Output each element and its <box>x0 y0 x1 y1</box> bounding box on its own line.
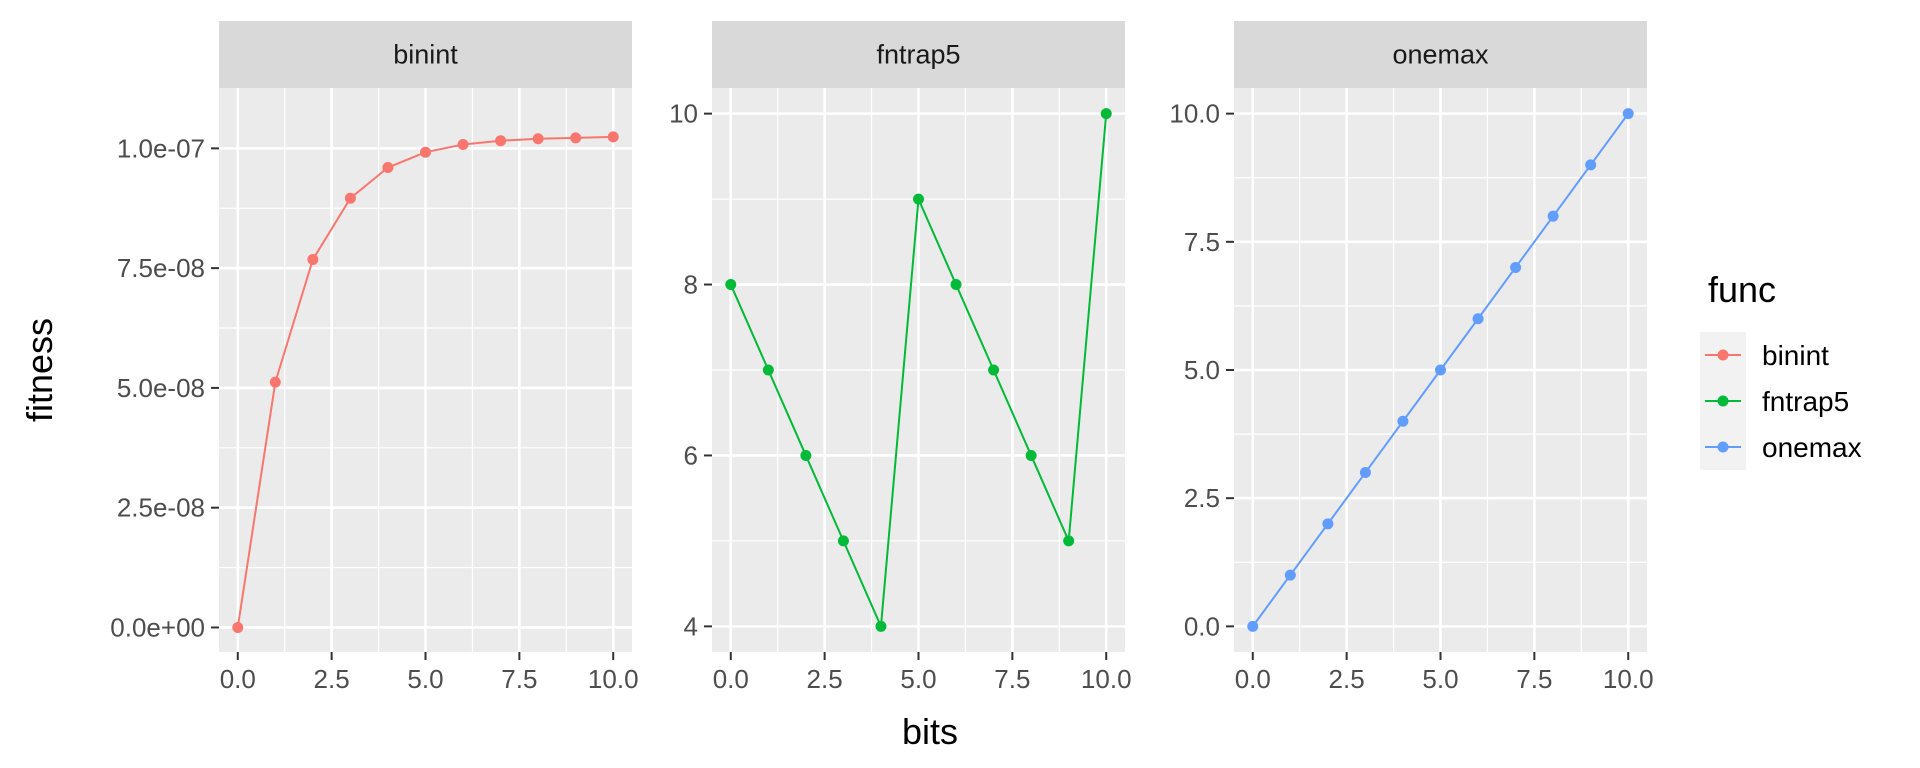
legend-label-onemax: onemax <box>1762 432 1862 463</box>
data-point-fntrap5 <box>1025 449 1037 461</box>
y-tick-label: 0.0e+00 <box>110 612 205 642</box>
data-point-binint <box>344 192 356 204</box>
legend-label-fntrap5: fntrap5 <box>1762 386 1849 417</box>
data-point-binint <box>570 132 582 144</box>
data-point-binint <box>607 131 619 143</box>
panel-onemax: onemax 0.0 2.5 5.0 7.5 10.0 0.0 2.5 5.0 7.5 10.0 <box>1169 21 1654 694</box>
data-point-fntrap5 <box>837 535 849 547</box>
y-tick-label: 10 <box>669 99 698 129</box>
data-point-fntrap5 <box>725 279 737 291</box>
facet-strip-label: binint <box>393 40 458 70</box>
x-tick-label: 7.5 <box>994 664 1030 694</box>
data-point-fntrap5 <box>800 449 812 461</box>
data-point-onemax <box>1322 518 1334 530</box>
panel-fntrap5: fntrap5 0.0 2.5 5.0 7.5 10.0 4 6 8 10 <box>669 21 1132 694</box>
legend-key-point <box>1717 441 1729 453</box>
y-tick-label: 5.0 <box>1184 355 1220 385</box>
data-point-binint <box>495 135 507 147</box>
data-point-fntrap5 <box>913 193 924 205</box>
data-point-binint <box>307 254 319 266</box>
data-point-binint <box>532 133 544 145</box>
legend-label-binint: binint <box>1762 340 1829 371</box>
panels: binint 0.0 2.5 5.0 7.5 10.0 0.0e+00 2.5e-08 5.0e… <box>110 21 1654 694</box>
data-point-binint <box>382 162 394 174</box>
x-tick-label: 2.5 <box>314 664 350 694</box>
data-point-fntrap5 <box>875 620 887 632</box>
data-point-fntrap5 <box>1100 108 1112 120</box>
data-point-onemax <box>1472 313 1484 325</box>
x-tick-label: 2.5 <box>807 664 843 694</box>
data-point-fntrap5 <box>988 364 1000 376</box>
data-point-onemax <box>1397 415 1409 427</box>
data-point-fntrap5 <box>1063 535 1075 547</box>
data-point-onemax <box>1247 620 1259 632</box>
facet-strip <box>219 21 632 88</box>
facet-strip-label: fntrap5 <box>876 40 960 70</box>
facet-strip <box>712 21 1125 88</box>
legend-title: func <box>1708 269 1776 310</box>
data-point-onemax <box>1585 159 1597 171</box>
data-point-onemax <box>1359 467 1371 479</box>
x-tick-label: 0.0 <box>220 664 256 694</box>
data-point-binint <box>269 376 281 388</box>
x-tick-label: 2.5 <box>1329 664 1365 694</box>
x-axis-title: bits <box>902 711 958 752</box>
data-point-onemax <box>1622 108 1634 120</box>
x-tick-label: 5.0 <box>900 664 936 694</box>
x-tick-label: 0.0 <box>713 664 749 694</box>
legend: func binint fntrap5 onemax <box>1700 269 1862 470</box>
data-point-binint <box>232 621 244 633</box>
y-tick-label: 7.5 <box>1184 227 1220 257</box>
x-tick-label: 10.0 <box>1081 664 1132 694</box>
data-point-onemax <box>1510 261 1522 273</box>
y-tick-label: 6 <box>684 440 698 470</box>
data-point-binint <box>457 139 469 151</box>
y-tick-label: 7.5e-08 <box>117 253 205 283</box>
x-tick-label: 5.0 <box>407 664 443 694</box>
facet-strip-label: onemax <box>1392 40 1489 70</box>
data-point-onemax <box>1435 364 1446 376</box>
y-axis-title: fitness <box>19 318 60 422</box>
data-point-fntrap5 <box>950 279 962 291</box>
data-point-fntrap5 <box>762 364 774 376</box>
y-tick-label: 1.0e-07 <box>117 133 205 163</box>
panel-binint: binint 0.0 2.5 5.0 7.5 10.0 0.0e+00 2.5e-08 5.0e… <box>110 21 639 694</box>
data-point-onemax <box>1284 569 1296 581</box>
data-point-binint <box>420 146 431 158</box>
x-tick-label: 10.0 <box>1603 664 1654 694</box>
y-tick-label: 2.5e-08 <box>117 493 205 523</box>
facet-strip <box>1234 21 1647 88</box>
x-tick-label: 10.0 <box>588 664 639 694</box>
legend-key-point <box>1717 349 1729 361</box>
x-tick-label: 7.5 <box>1516 664 1552 694</box>
y-tick-label: 4 <box>684 611 698 641</box>
y-tick-label: 5.0e-08 <box>117 373 205 403</box>
y-tick-label: 10.0 <box>1169 99 1220 129</box>
legend-key-point <box>1717 395 1729 407</box>
x-tick-label: 0.0 <box>1235 664 1271 694</box>
y-tick-label: 0.0 <box>1184 611 1220 641</box>
x-tick-label: 7.5 <box>501 664 537 694</box>
y-tick-label: 8 <box>684 270 698 300</box>
x-tick-label: 5.0 <box>1422 664 1458 694</box>
y-tick-label: 2.5 <box>1184 483 1220 513</box>
data-point-onemax <box>1547 210 1559 222</box>
